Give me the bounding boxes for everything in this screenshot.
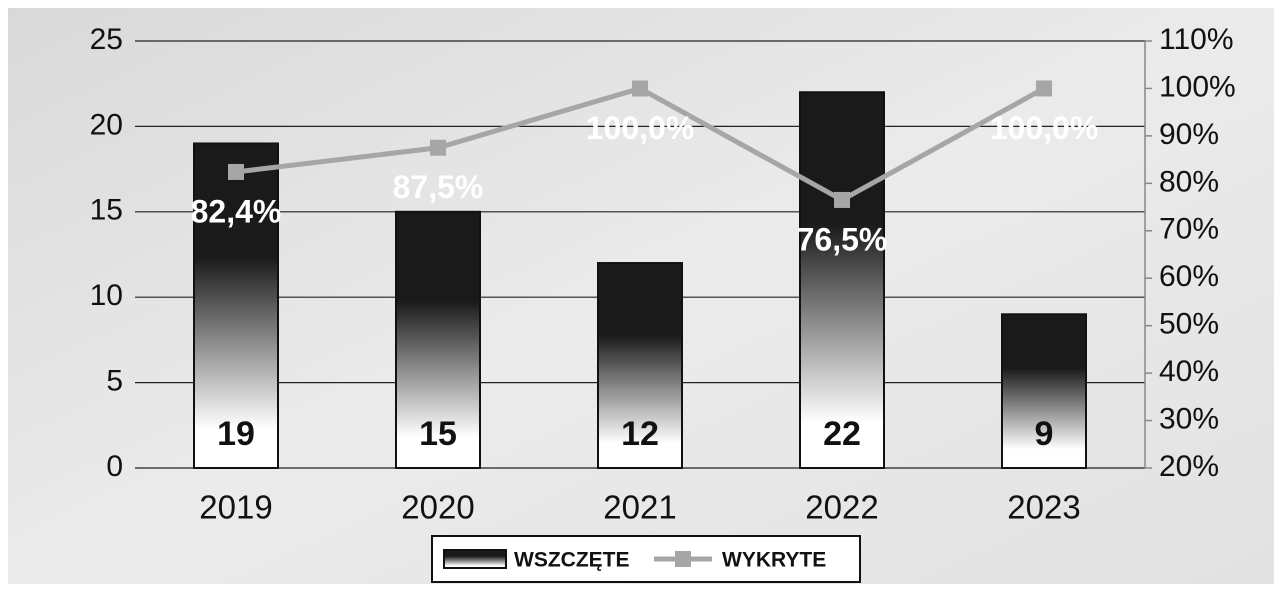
y-tick-label: 0 <box>106 450 123 483</box>
legend-label: WSZCZĘTE <box>514 549 630 572</box>
marker <box>632 80 648 97</box>
legend-label: WYKRYTE <box>722 549 826 572</box>
x-tick-label: 2023 <box>1007 489 1080 526</box>
bar <box>193 142 279 469</box>
y-tick-label: 10 <box>90 279 123 312</box>
marker <box>430 139 446 156</box>
bar-label: 19 <box>217 415 255 453</box>
x-tick-label: 2019 <box>199 489 272 526</box>
bar-label: 22 <box>823 415 861 453</box>
value-label: 76,5% <box>797 221 888 257</box>
value-label: 100,0% <box>586 110 695 146</box>
bar-label: 15 <box>419 415 457 453</box>
bar <box>597 262 683 470</box>
y2-tick-label: 30% <box>1159 402 1219 435</box>
x-tick-label: 2020 <box>401 489 474 526</box>
x-tick-label: 2022 <box>805 489 878 526</box>
bar-label: 12 <box>621 415 659 453</box>
marker <box>228 163 244 180</box>
y-tick-label: 20 <box>90 108 123 141</box>
y-tick-label: 25 <box>90 23 123 56</box>
marker <box>834 191 850 208</box>
y2-tick-label: 90% <box>1159 118 1219 151</box>
y2-tick-label: 20% <box>1159 450 1219 483</box>
bar-label: 9 <box>1035 415 1054 453</box>
y2-tick-label: 80% <box>1159 165 1219 198</box>
y2-tick-label: 50% <box>1159 308 1219 341</box>
value-label: 82,4% <box>191 193 282 229</box>
y2-tick-label: 40% <box>1159 355 1219 388</box>
legend-swatch <box>443 549 507 569</box>
y-tick-label: 5 <box>106 365 123 398</box>
legend-marker <box>675 551 691 567</box>
bar <box>1001 313 1087 469</box>
y2-tick-label: 70% <box>1159 213 1219 246</box>
x-tick-label: 2021 <box>603 489 676 526</box>
bar <box>395 210 481 470</box>
y2-tick-label: 100% <box>1159 70 1236 103</box>
value-label: 87,5% <box>393 169 484 205</box>
y-tick-label: 15 <box>90 194 123 227</box>
value-label: 100,0% <box>990 110 1099 146</box>
y2-tick-label: 110% <box>1159 23 1234 56</box>
marker <box>1036 80 1052 97</box>
y2-tick-label: 60% <box>1159 260 1219 293</box>
bar <box>799 91 885 470</box>
